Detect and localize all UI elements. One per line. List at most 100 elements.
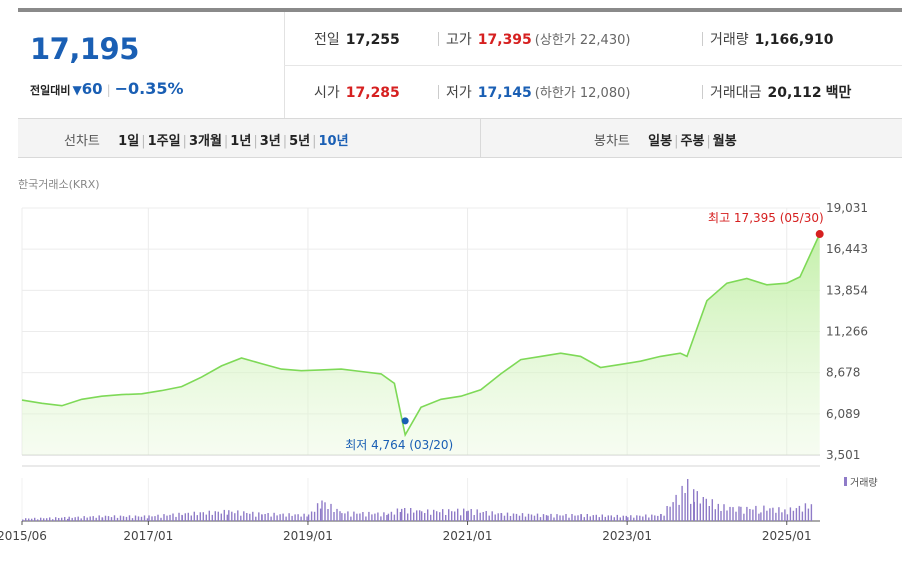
volume-legend-swatch <box>844 477 847 486</box>
volume-bar <box>732 507 734 521</box>
volume-bar <box>577 515 579 521</box>
volume-bar <box>675 494 677 521</box>
x-tick-label: 2019/01 <box>283 529 333 543</box>
tab-3month[interactable]: 3개월 <box>188 134 222 149</box>
volume-bar <box>353 511 355 521</box>
volume-bar <box>307 514 310 521</box>
volume-bar <box>264 514 266 521</box>
volume-bar <box>231 511 233 521</box>
volume-bar <box>146 518 149 521</box>
volume-bar <box>122 516 125 521</box>
prev-close: 전일 17,255 <box>314 29 400 49</box>
volume-bar <box>784 509 786 521</box>
candle-chart-label[interactable]: 봉차트 <box>594 134 630 149</box>
volume-bar <box>151 516 153 521</box>
volume-bar <box>705 498 707 521</box>
volume-bar <box>34 517 36 521</box>
volume-bar <box>500 513 503 521</box>
volume-bar <box>172 513 174 521</box>
volume-bar <box>648 517 650 521</box>
separator <box>438 32 439 46</box>
volume-bar <box>362 512 364 521</box>
tab-daily[interactable]: 일봉 <box>648 134 673 149</box>
volume-bar <box>327 509 329 521</box>
line-chart-label[interactable]: 선차트 <box>64 134 100 149</box>
volume-bar <box>68 516 70 521</box>
tab-1year[interactable]: 1년 <box>230 134 252 149</box>
y-tick-label: 16,443 <box>826 242 868 256</box>
quote-panel: 17,195 전일대비 ▼60 | −0.35% 전일 17,255 고가 17,395(… <box>18 12 902 119</box>
change-label: 전일대비 <box>30 84 71 97</box>
volume-bar <box>743 513 745 521</box>
volume-bar <box>187 512 189 521</box>
volume-bar <box>789 507 792 521</box>
volume-bar <box>792 510 795 521</box>
turnover-value: 20,112 <box>767 85 822 101</box>
volume-bar <box>601 514 603 521</box>
volume-bar <box>556 514 558 521</box>
volume-bar <box>687 479 689 521</box>
volume-bar <box>387 513 390 521</box>
volume-bar <box>699 503 701 521</box>
volume-bar <box>143 515 146 521</box>
tab-5year[interactable]: 5년 <box>289 134 311 149</box>
volume-bar <box>568 517 570 521</box>
volume-bar <box>466 511 468 521</box>
volume-bar <box>660 514 662 521</box>
volume-bar <box>666 506 668 521</box>
tab-10year[interactable]: 10년 <box>318 134 349 149</box>
volume-bar <box>619 517 621 521</box>
separator <box>702 32 703 46</box>
volume-bar <box>772 507 774 521</box>
volume-bar <box>645 514 647 521</box>
volume-bar <box>261 514 263 521</box>
volume-bar <box>769 508 771 521</box>
volume-bar <box>559 515 561 521</box>
volume-bar <box>625 515 627 521</box>
volume-bar <box>83 516 85 521</box>
volume-bar <box>249 513 251 521</box>
volume-bar <box>729 506 731 521</box>
volume-bar <box>223 509 225 521</box>
volume-bar <box>457 508 459 521</box>
volume-bar <box>110 517 113 521</box>
volume-bar <box>421 511 423 521</box>
volume-bar <box>524 516 527 521</box>
volume-bar <box>407 513 409 521</box>
tab-1week[interactable]: 1주일 <box>147 134 181 149</box>
volume-bar <box>633 517 635 521</box>
day-high-value: 17,395 <box>477 32 532 48</box>
volume-bar <box>377 512 379 521</box>
volume-bar <box>467 510 469 521</box>
tab-monthly[interactable]: 월봉 <box>712 134 737 149</box>
volume-bar <box>202 512 204 521</box>
volume-bar <box>61 517 63 521</box>
volume-legend-label: 거래량 <box>850 477 878 489</box>
volume-bar <box>476 509 478 521</box>
tab-3year[interactable]: 3년 <box>259 134 281 149</box>
tab-weekly[interactable]: 주봉 <box>680 134 705 149</box>
price-box: 17,195 전일대비 ▼60 | −0.35% <box>18 12 285 118</box>
volume-bar <box>735 511 737 521</box>
volume-bar <box>454 511 456 521</box>
volume-bar <box>347 511 349 521</box>
day-high: 고가 17,395 (상한가 22,430) <box>446 29 630 49</box>
upper-limit: (상한가 22,430) <box>534 33 631 48</box>
lower-limit: (하한가 12,080) <box>534 86 631 101</box>
volume-bar <box>717 503 719 521</box>
volume-bar <box>383 512 385 521</box>
volume-bar <box>613 517 615 521</box>
volume-bar <box>610 515 612 521</box>
volume-bar <box>553 517 555 521</box>
volume-bar <box>630 515 632 521</box>
y-tick-label: 8,678 <box>826 366 860 380</box>
open-price-label: 시가 <box>314 85 340 101</box>
x-tick-label: 2025/01 <box>762 529 812 543</box>
volume-bar <box>80 518 82 521</box>
separator <box>702 85 703 99</box>
volume-bar <box>22 519 24 521</box>
volume-bar <box>71 517 73 521</box>
volume-bar <box>193 511 195 521</box>
tab-1day[interactable]: 1일 <box>118 134 140 149</box>
volume-bar <box>494 514 496 521</box>
